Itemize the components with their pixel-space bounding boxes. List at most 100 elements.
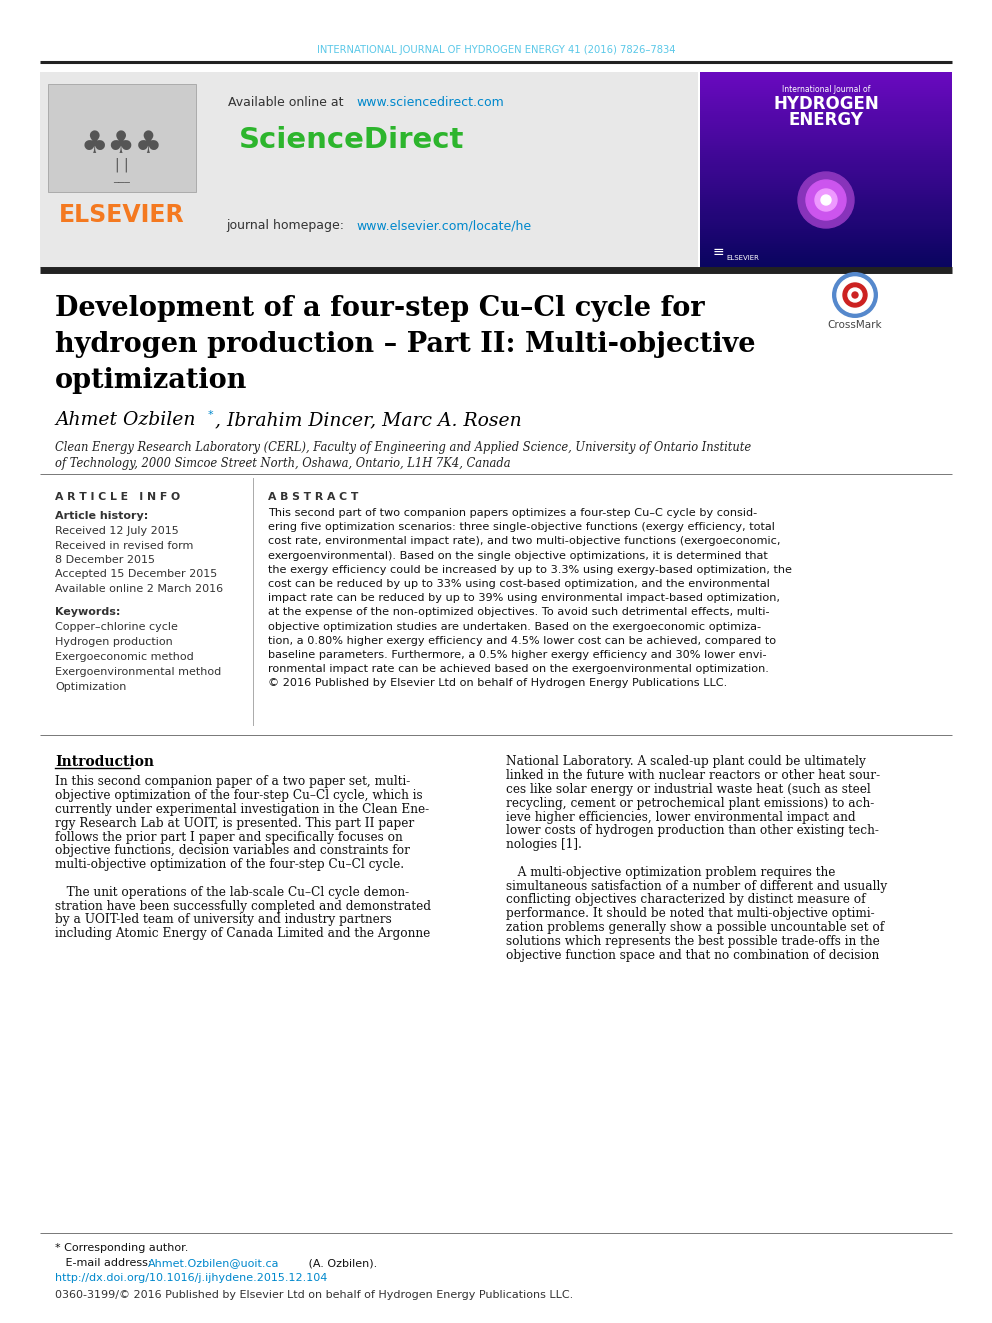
Text: impact rate can be reduced by up to 39% using environmental impact-based optimiz: impact rate can be reduced by up to 39% …: [268, 593, 780, 603]
Text: multi-objective optimization of the four-step Cu–Cl cycle.: multi-objective optimization of the four…: [55, 859, 404, 872]
Text: by a UOIT-led team of university and industry partners: by a UOIT-led team of university and ind…: [55, 913, 392, 926]
Bar: [700, 216, 952, 217]
Text: (A. Ozbilen).: (A. Ozbilen).: [305, 1258, 377, 1267]
Bar: [700, 209, 952, 212]
Bar: [700, 94, 952, 95]
Bar: [700, 140, 952, 143]
Text: ENERGY: ENERGY: [789, 111, 863, 130]
Text: exergoenvironmental). Based on the single objective optimizations, it is determi: exergoenvironmental). Based on the singl…: [268, 550, 768, 561]
Text: lower costs of hydrogen production than other existing tech-: lower costs of hydrogen production than …: [506, 824, 879, 837]
Text: Introduction: Introduction: [55, 755, 154, 769]
Text: A B S T R A C T: A B S T R A C T: [268, 492, 358, 501]
Bar: [700, 106, 952, 107]
Bar: [700, 169, 952, 172]
Text: ___: ___: [113, 173, 130, 183]
Bar: [700, 120, 952, 123]
Text: Ahmet Ozbilen: Ahmet Ozbilen: [55, 411, 195, 429]
Text: recycling, cement or petrochemical plant emissions) to ach-: recycling, cement or petrochemical plant…: [506, 796, 874, 810]
Bar: [700, 123, 952, 124]
Text: www.sciencedirect.com: www.sciencedirect.com: [356, 97, 504, 110]
Text: CrossMark: CrossMark: [827, 320, 882, 329]
Bar: [700, 144, 952, 147]
Text: A multi-objective optimization problem requires the: A multi-objective optimization problem r…: [506, 865, 835, 878]
Bar: [700, 212, 952, 213]
Bar: [48, 83, 196, 192]
Text: E-mail address:: E-mail address:: [55, 1258, 152, 1267]
Circle shape: [815, 189, 837, 210]
Bar: [700, 135, 952, 136]
Text: Keywords:: Keywords:: [55, 607, 120, 617]
Bar: [700, 107, 952, 110]
Bar: [700, 193, 952, 196]
Text: Received in revised form: Received in revised form: [55, 541, 193, 550]
Text: | |: | |: [115, 157, 129, 172]
Bar: [700, 143, 952, 144]
Bar: [700, 155, 952, 156]
Text: nologies [1].: nologies [1].: [506, 839, 582, 851]
Text: ronmental impact rate can be achieved based on the exergoenvironmental optimizat: ronmental impact rate can be achieved ba…: [268, 664, 769, 675]
Bar: [700, 151, 952, 152]
Text: ELSEVIER: ELSEVIER: [726, 255, 759, 261]
Bar: [700, 265, 952, 266]
Bar: [700, 147, 952, 148]
Bar: [700, 164, 952, 167]
Text: of Technology, 2000 Simcoe Street North, Oshawa, Ontario, L1H 7K4, Canada: of Technology, 2000 Simcoe Street North,…: [55, 456, 511, 470]
Bar: [700, 242, 952, 245]
Text: ering five optimization scenarios: three single-objective functions (exergy effi: ering five optimization scenarios: three…: [268, 523, 775, 532]
Bar: [700, 132, 952, 135]
Text: In this second companion paper of a two paper set, multi-: In this second companion paper of a two …: [55, 775, 411, 789]
Text: Article history:: Article history:: [55, 511, 148, 521]
Bar: [700, 262, 952, 265]
Bar: [700, 102, 952, 103]
Bar: [700, 246, 952, 249]
Bar: [700, 124, 952, 127]
Text: Received 12 July 2015: Received 12 July 2015: [55, 527, 179, 536]
Text: INTERNATIONAL JOURNAL OF HYDROGEN ENERGY 41 (2016) 7826–7834: INTERNATIONAL JOURNAL OF HYDROGEN ENERGY…: [316, 45, 676, 56]
Text: stration have been successfully completed and demonstrated: stration have been successfully complete…: [55, 900, 431, 913]
Bar: [700, 229, 952, 230]
Text: baseline parameters. Furthermore, a 0.5% higher exergy efficiency and 30% lower : baseline parameters. Furthermore, a 0.5%…: [268, 650, 767, 660]
Text: journal homepage:: journal homepage:: [226, 220, 352, 233]
Text: ScienceDirect: ScienceDirect: [239, 126, 464, 153]
Bar: [700, 192, 952, 193]
Bar: [700, 258, 952, 261]
Text: * Corresponding author.: * Corresponding author.: [55, 1244, 188, 1253]
Text: solutions which represents the best possible trade-offs in the: solutions which represents the best poss…: [506, 935, 880, 947]
Text: performance. It should be noted that multi-objective optimi-: performance. It should be noted that mul…: [506, 908, 875, 921]
Text: *: *: [208, 410, 213, 419]
Bar: [700, 204, 952, 205]
Bar: [700, 238, 952, 241]
Bar: [700, 168, 952, 169]
Bar: [700, 189, 952, 192]
Text: conflicting objectives characterized by distinct measure of: conflicting objectives characterized by …: [506, 893, 866, 906]
Text: rgy Research Lab at UOIT, is presented. This part II paper: rgy Research Lab at UOIT, is presented. …: [55, 816, 415, 830]
Bar: [700, 172, 952, 173]
Text: A R T I C L E   I N F O: A R T I C L E I N F O: [55, 492, 181, 501]
Text: 0360-3199/© 2016 Published by Elsevier Ltd on behalf of Hydrogen Energy Publicat: 0360-3199/© 2016 Published by Elsevier L…: [55, 1290, 573, 1301]
Bar: [700, 128, 952, 131]
Bar: [700, 222, 952, 225]
Bar: [700, 249, 952, 250]
Bar: [700, 217, 952, 220]
Bar: [700, 79, 952, 82]
Text: www.elsevier.com/locate/he: www.elsevier.com/locate/he: [356, 220, 531, 233]
Text: Available online 2 March 2016: Available online 2 March 2016: [55, 583, 223, 594]
Text: Clean Energy Research Laboratory (CERL), Faculty of Engineering and Applied Scie: Clean Energy Research Laboratory (CERL),…: [55, 442, 751, 455]
Bar: [700, 82, 952, 83]
Text: objective function space and that no combination of decision: objective function space and that no com…: [506, 949, 879, 962]
Bar: [700, 234, 952, 237]
Circle shape: [848, 288, 862, 302]
Text: including Atomic Energy of Canada Limited and the Argonne: including Atomic Energy of Canada Limite…: [55, 927, 431, 941]
Bar: [700, 200, 952, 201]
Bar: [700, 156, 952, 159]
Bar: [700, 177, 952, 180]
Text: hydrogen production – Part II: Multi-objective: hydrogen production – Part II: Multi-obj…: [55, 331, 756, 357]
Bar: [700, 78, 952, 79]
Text: the exergy efficiency could be increased by up to 3.3% using exergy-based optimi: the exergy efficiency could be increased…: [268, 565, 792, 574]
Bar: [700, 86, 952, 87]
Text: This second part of two companion papers optimizes a four-step Cu–C cycle by con: This second part of two companion papers…: [268, 508, 757, 519]
Bar: [700, 241, 952, 242]
Bar: [700, 95, 952, 98]
Bar: [700, 83, 952, 86]
Text: Development of a four-step Cu–Cl cycle for: Development of a four-step Cu–Cl cycle f…: [55, 295, 704, 321]
